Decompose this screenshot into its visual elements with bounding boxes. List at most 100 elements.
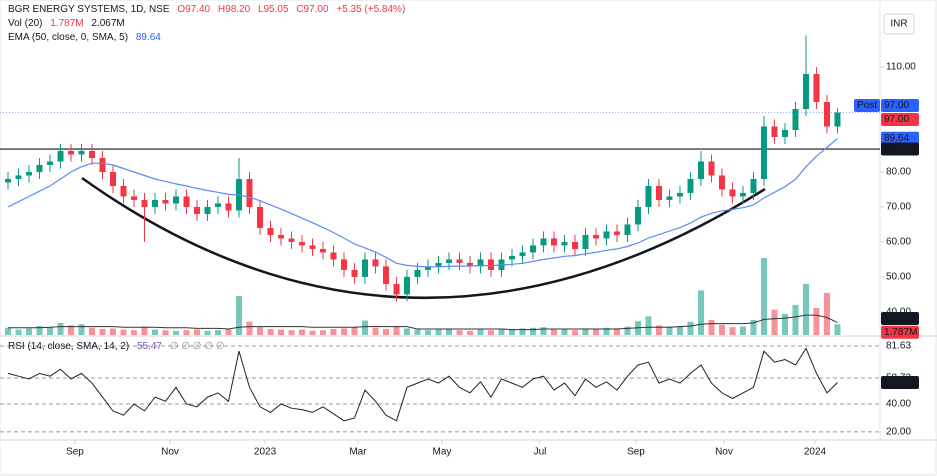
volume-bar <box>645 316 652 335</box>
x-tick-label: May <box>432 447 451 458</box>
candle-body <box>687 178 694 193</box>
x-tick-label: 2023 <box>254 447 277 458</box>
candle-body <box>151 199 158 207</box>
candle-body <box>267 227 274 235</box>
candle-body <box>666 196 673 200</box>
volume-bar <box>477 329 484 335</box>
low: L95.05 <box>257 4 289 15</box>
x-tick-label: 2024 <box>804 447 827 458</box>
volume-bar <box>729 327 736 335</box>
volume-bar <box>697 290 704 335</box>
candle-body <box>571 241 578 249</box>
volume-bar <box>603 327 610 335</box>
y-tick-label: 50.00 <box>886 272 911 283</box>
volume-bar <box>298 329 305 335</box>
volume-bar <box>36 325 43 335</box>
candle-body <box>162 199 169 204</box>
volume-bar <box>792 304 799 335</box>
volume-bar <box>183 330 190 335</box>
volume-bar <box>57 322 64 335</box>
price-badge-label: 1.787M <box>884 327 917 338</box>
price-badge <box>881 99 919 113</box>
price-badge <box>881 113 919 127</box>
candle-body <box>624 224 631 235</box>
volume-bar <box>739 326 746 335</box>
price-badge <box>881 375 919 389</box>
volume-bar <box>382 328 389 335</box>
candle-body <box>172 196 179 204</box>
volume-bar <box>529 327 536 335</box>
volume-bar <box>813 307 820 335</box>
x-tick-label: Sep <box>66 447 84 458</box>
volume-bar <box>340 328 347 335</box>
open: O97.40 <box>177 4 211 15</box>
candle-body <box>750 178 757 193</box>
candle-body <box>771 126 778 137</box>
volume-bar <box>372 327 379 335</box>
price-badge-label: 2.067M <box>884 313 917 324</box>
volume-bar <box>550 329 557 335</box>
volume-bar <box>508 328 515 335</box>
volume-bar <box>309 330 316 335</box>
volume-bar <box>414 329 421 335</box>
candle-body <box>582 234 589 249</box>
y-tick-label: 60.00 <box>886 237 911 248</box>
candle-body <box>256 206 263 228</box>
volume-bar <box>687 321 694 335</box>
candle-body <box>67 150 74 155</box>
currency-box <box>883 13 915 35</box>
volume-bar <box>151 329 158 335</box>
candle-body <box>718 175 725 190</box>
candle-body <box>36 164 43 172</box>
candle-body <box>5 178 12 183</box>
candle-body <box>382 266 389 284</box>
volume-bar <box>162 330 169 335</box>
volume-bar <box>120 329 127 335</box>
volume-bar <box>204 330 211 335</box>
candle-body <box>697 161 704 179</box>
volume-bar <box>109 328 116 335</box>
volume-bar <box>130 330 137 335</box>
volume-bar <box>214 330 221 335</box>
candle-body <box>15 175 22 179</box>
volume-bar <box>235 295 242 335</box>
vol-legend: Vol (20) 1.787M 2.067M <box>8 18 130 29</box>
candle-body <box>298 241 305 246</box>
volume-bar <box>487 330 494 335</box>
y-tick-label: 40.00 <box>886 307 911 318</box>
x-tick-label: Nov <box>161 447 179 458</box>
candle-body <box>634 206 641 225</box>
volume-bar <box>330 328 337 335</box>
price-badge <box>881 142 919 156</box>
close: C97.00 <box>296 4 329 15</box>
candle-body <box>676 192 683 197</box>
candle-body <box>813 74 820 103</box>
high: H98.20 <box>217 4 251 15</box>
candle-body <box>561 241 568 246</box>
price-badge-label: 86.55 <box>884 144 909 155</box>
candle-body <box>823 102 830 127</box>
price-badge-label: 97.00 <box>884 114 909 125</box>
volume-bar <box>277 329 284 335</box>
candle-body <box>141 199 148 207</box>
candle-body <box>550 238 557 246</box>
candle-body <box>739 192 746 197</box>
volume-bar <box>498 329 505 335</box>
volume-bar <box>172 330 179 335</box>
volume-bar <box>750 319 757 335</box>
vol-ma-value: 2.067M <box>91 18 125 29</box>
candle-body <box>340 259 347 270</box>
x-tick-label: Mar <box>349 447 367 458</box>
candle-body <box>225 203 232 211</box>
candle-body <box>130 196 137 200</box>
volume-bar <box>718 324 725 335</box>
ema-value: 89.64 <box>135 32 161 43</box>
volume-bar <box>99 328 106 335</box>
candle-body <box>78 150 85 155</box>
candle-body <box>802 74 809 110</box>
volume-bar <box>393 325 400 335</box>
y-tick-label: 70.00 <box>886 202 911 213</box>
candle-body <box>519 252 526 256</box>
candle-body <box>351 269 358 277</box>
